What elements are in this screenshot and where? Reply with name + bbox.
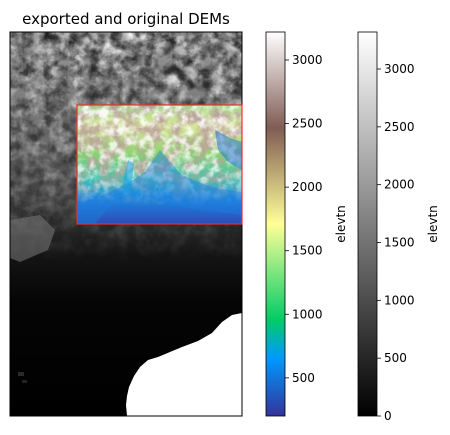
colorbar-grey: 0 500 1000 1500 2000 2500 3000 elevtn — [357, 31, 440, 423]
colorbar-terrain: 500 1000 1500 2000 2500 3000 elevtn — [265, 31, 348, 417]
chart-title: exported and original DEMs — [22, 10, 230, 28]
colorbar-tick-label: 2000 — [292, 180, 323, 194]
colorbar-tick-label: 500 — [384, 351, 407, 365]
colorbar-tick-label: 2000 — [384, 178, 415, 192]
colorbar-tick-label: 500 — [292, 371, 315, 385]
colorbar-tick-label: 2500 — [384, 120, 415, 134]
colorbar-tick-label: 3000 — [384, 62, 415, 76]
colorbar-tick-label: 1000 — [292, 307, 323, 321]
sea-nodata — [126, 313, 242, 416]
colorbar-tick-label: 1500 — [292, 244, 323, 258]
exported-extent-outline — [76, 104, 243, 225]
exported-dem-map — [77, 105, 242, 224]
colorbar-tick-label: 1500 — [384, 236, 415, 250]
colorbar-tick-label: 3000 — [292, 53, 323, 67]
colorbar-tick-label: 1000 — [384, 293, 415, 307]
colorbar-terrain-label: elevtn — [334, 205, 348, 243]
colorbar-tick-label: 0 — [384, 409, 392, 423]
colorbar-tick-label: 2500 — [292, 117, 323, 131]
colorbar-grey-label: elevtn — [426, 205, 440, 243]
